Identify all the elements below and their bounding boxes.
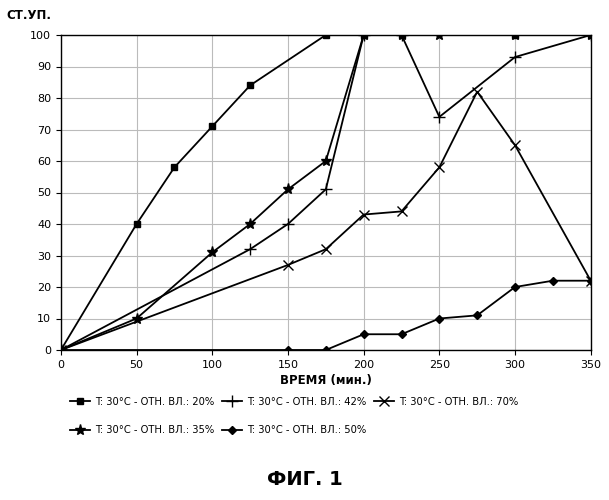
T: 30°C - ОТН. ВЛ.: 42%: (175, 51): 30°C - ОТН. ВЛ.: 42%: (175, 51) [322,186,329,192]
T: 30°C - ОТН. ВЛ.: 42%: (150, 40): 30°C - ОТН. ВЛ.: 42%: (150, 40) [284,221,292,227]
T: 30°C - ОТН. ВЛ.: 50%: (275, 11): 30°C - ОТН. ВЛ.: 50%: (275, 11) [474,312,481,318]
T: 30°C - ОТН. ВЛ.: 20%: (125, 84): 30°C - ОТН. ВЛ.: 20%: (125, 84) [247,82,254,88]
T: 30°C - ОТН. ВЛ.: 50%: (350, 22): 30°C - ОТН. ВЛ.: 50%: (350, 22) [587,278,594,283]
T: 30°C - ОТН. ВЛ.: 35%: (300, 100): 30°C - ОТН. ВЛ.: 35%: (300, 100) [512,32,519,38]
T: 30°C - ОТН. ВЛ.: 50%: (150, 0): 30°C - ОТН. ВЛ.: 50%: (150, 0) [284,347,292,353]
T: 30°C - ОТН. ВЛ.: 35%: (0, 0): 30°C - ОТН. ВЛ.: 35%: (0, 0) [57,347,65,353]
T: 30°C - ОТН. ВЛ.: 50%: (175, 0): 30°C - ОТН. ВЛ.: 50%: (175, 0) [322,347,329,353]
T: 30°C - ОТН. ВЛ.: 70%: (250, 58): 30°C - ОТН. ВЛ.: 70%: (250, 58) [435,164,443,170]
T: 30°C - ОТН. ВЛ.: 50%: (200, 5): 30°C - ОТН. ВЛ.: 50%: (200, 5) [360,332,367,338]
T: 30°C - ОТН. ВЛ.: 70%: (150, 27): 30°C - ОТН. ВЛ.: 70%: (150, 27) [284,262,292,268]
T: 30°C - ОТН. ВЛ.: 50%: (300, 20): 30°C - ОТН. ВЛ.: 50%: (300, 20) [512,284,519,290]
T: 30°C - ОТН. ВЛ.: 35%: (350, 100): 30°C - ОТН. ВЛ.: 35%: (350, 100) [587,32,594,38]
T: 30°C - ОТН. ВЛ.: 70%: (300, 65): 30°C - ОТН. ВЛ.: 70%: (300, 65) [512,142,519,148]
T: 30°C - ОТН. ВЛ.: 20%: (225, 100): 30°C - ОТН. ВЛ.: 20%: (225, 100) [398,32,405,38]
T: 30°C - ОТН. ВЛ.: 70%: (275, 82): 30°C - ОТН. ВЛ.: 70%: (275, 82) [474,88,481,94]
T: 30°C - ОТН. ВЛ.: 20%: (0, 0): 30°C - ОТН. ВЛ.: 20%: (0, 0) [57,347,65,353]
Text: ФИГ. 1: ФИГ. 1 [267,470,342,489]
T: 30°C - ОТН. ВЛ.: 35%: (225, 100): 30°C - ОТН. ВЛ.: 35%: (225, 100) [398,32,405,38]
T: 30°C - ОТН. ВЛ.: 35%: (125, 40): 30°C - ОТН. ВЛ.: 35%: (125, 40) [247,221,254,227]
T: 30°C - ОТН. ВЛ.: 42%: (125, 32): 30°C - ОТН. ВЛ.: 42%: (125, 32) [247,246,254,252]
T: 30°C - ОТН. ВЛ.: 20%: (75, 58): 30°C - ОТН. ВЛ.: 20%: (75, 58) [171,164,178,170]
T: 30°C - ОТН. ВЛ.: 42%: (0, 0): 30°C - ОТН. ВЛ.: 42%: (0, 0) [57,347,65,353]
T: 30°C - ОТН. ВЛ.: 50%: (325, 22): 30°C - ОТН. ВЛ.: 50%: (325, 22) [549,278,557,283]
Y-axis label: СТ.УП.: СТ.УП. [7,10,52,22]
T: 30°C - ОТН. ВЛ.: 20%: (300, 100): 30°C - ОТН. ВЛ.: 20%: (300, 100) [512,32,519,38]
T: 30°C - ОТН. ВЛ.: 70%: (200, 43): 30°C - ОТН. ВЛ.: 70%: (200, 43) [360,212,367,218]
Legend: T: 30°C - ОТН. ВЛ.: 35%, T: 30°C - ОТН. ВЛ.: 50%: T: 30°C - ОТН. ВЛ.: 35%, T: 30°C - ОТН. … [66,421,370,439]
T: 30°C - ОТН. ВЛ.: 70%: (225, 44): 30°C - ОТН. ВЛ.: 70%: (225, 44) [398,208,405,214]
T: 30°C - ОТН. ВЛ.: 42%: (225, 100): 30°C - ОТН. ВЛ.: 42%: (225, 100) [398,32,405,38]
T: 30°C - ОТН. ВЛ.: 20%: (100, 71): 30°C - ОТН. ВЛ.: 20%: (100, 71) [209,124,216,130]
T: 30°C - ОТН. ВЛ.: 35%: (100, 31): 30°C - ОТН. ВЛ.: 35%: (100, 31) [209,250,216,256]
Line: T: 30°C - ОТН. ВЛ.: 42%: T: 30°C - ОТН. ВЛ.: 42% [55,30,596,355]
T: 30°C - ОТН. ВЛ.: 35%: (200, 100): 30°C - ОТН. ВЛ.: 35%: (200, 100) [360,32,367,38]
T: 30°C - ОТН. ВЛ.: 70%: (0, 0): 30°C - ОТН. ВЛ.: 70%: (0, 0) [57,347,65,353]
T: 30°C - ОТН. ВЛ.: 35%: (175, 60): 30°C - ОТН. ВЛ.: 35%: (175, 60) [322,158,329,164]
T: 30°C - ОТН. ВЛ.: 50%: (0, 0): 30°C - ОТН. ВЛ.: 50%: (0, 0) [57,347,65,353]
X-axis label: ВРЕМЯ (мин.): ВРЕМЯ (мин.) [280,374,371,387]
T: 30°C - ОТН. ВЛ.: 20%: (50, 40): 30°C - ОТН. ВЛ.: 20%: (50, 40) [133,221,140,227]
T: 30°C - ОТН. ВЛ.: 20%: (200, 100): 30°C - ОТН. ВЛ.: 20%: (200, 100) [360,32,367,38]
T: 30°C - ОТН. ВЛ.: 42%: (300, 93): 30°C - ОТН. ВЛ.: 42%: (300, 93) [512,54,519,60]
Line: T: 30°C - ОТН. ВЛ.: 35%: T: 30°C - ОТН. ВЛ.: 35% [55,30,596,355]
T: 30°C - ОТН. ВЛ.: 20%: (175, 100): 30°C - ОТН. ВЛ.: 20%: (175, 100) [322,32,329,38]
T: 30°C - ОТН. ВЛ.: 42%: (200, 100): 30°C - ОТН. ВЛ.: 42%: (200, 100) [360,32,367,38]
Line: T: 30°C - ОТН. ВЛ.: 50%: T: 30°C - ОТН. ВЛ.: 50% [58,278,594,353]
T: 30°C - ОТН. ВЛ.: 42%: (250, 74): 30°C - ОТН. ВЛ.: 42%: (250, 74) [435,114,443,120]
T: 30°C - ОТН. ВЛ.: 35%: (250, 100): 30°C - ОТН. ВЛ.: 35%: (250, 100) [435,32,443,38]
Line: T: 30°C - ОТН. ВЛ.: 20%: T: 30°C - ОТН. ВЛ.: 20% [57,32,594,353]
T: 30°C - ОТН. ВЛ.: 70%: (175, 32): 30°C - ОТН. ВЛ.: 70%: (175, 32) [322,246,329,252]
T: 30°C - ОТН. ВЛ.: 35%: (50, 10): 30°C - ОТН. ВЛ.: 35%: (50, 10) [133,316,140,322]
T: 30°C - ОТН. ВЛ.: 50%: (225, 5): 30°C - ОТН. ВЛ.: 50%: (225, 5) [398,332,405,338]
T: 30°C - ОТН. ВЛ.: 50%: (250, 10): 30°C - ОТН. ВЛ.: 50%: (250, 10) [435,316,443,322]
T: 30°C - ОТН. ВЛ.: 42%: (350, 100): 30°C - ОТН. ВЛ.: 42%: (350, 100) [587,32,594,38]
T: 30°C - ОТН. ВЛ.: 35%: (150, 51): 30°C - ОТН. ВЛ.: 35%: (150, 51) [284,186,292,192]
Line: T: 30°C - ОТН. ВЛ.: 70%: T: 30°C - ОТН. ВЛ.: 70% [56,87,596,355]
T: 30°C - ОТН. ВЛ.: 70%: (350, 22): 30°C - ОТН. ВЛ.: 70%: (350, 22) [587,278,594,283]
T: 30°C - ОТН. ВЛ.: 20%: (350, 100): 30°C - ОТН. ВЛ.: 20%: (350, 100) [587,32,594,38]
